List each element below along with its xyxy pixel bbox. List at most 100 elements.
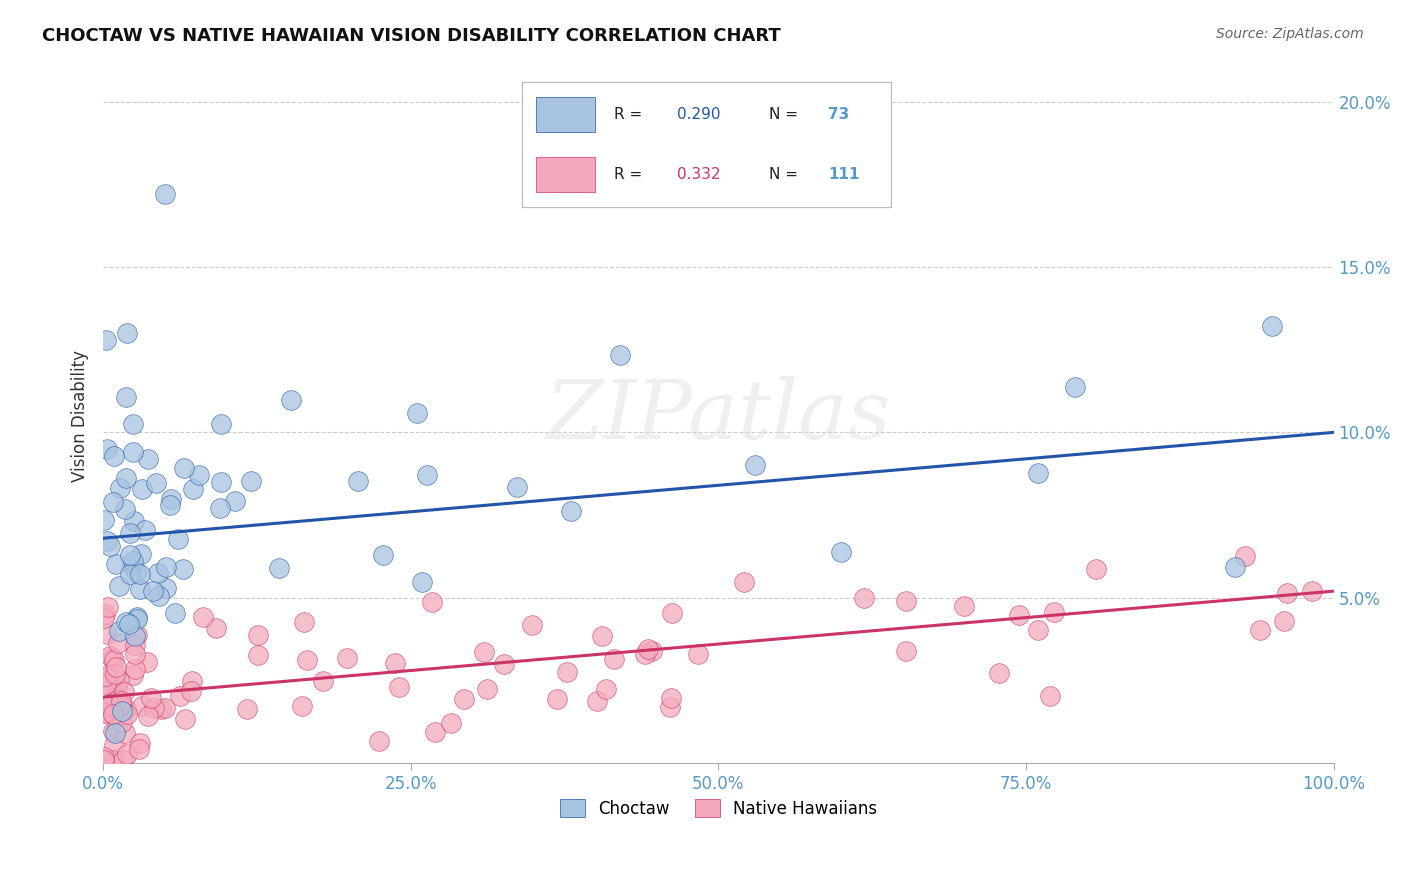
Point bbox=[1234, 549, 1257, 563]
Point bbox=[181, 673, 204, 688]
Point bbox=[138, 709, 160, 723]
Point bbox=[97, 669, 120, 683]
Point bbox=[1301, 584, 1323, 599]
Point bbox=[1026, 467, 1049, 481]
Point bbox=[405, 405, 427, 419]
Text: ZIPatlas: ZIPatlas bbox=[546, 376, 891, 456]
Point bbox=[830, 545, 852, 559]
Point bbox=[108, 481, 131, 495]
Point bbox=[1064, 380, 1087, 394]
Text: Source: ZipAtlas.com: Source: ZipAtlas.com bbox=[1216, 27, 1364, 41]
Point bbox=[111, 704, 134, 718]
Point bbox=[125, 628, 148, 642]
Point bbox=[101, 651, 124, 665]
Point bbox=[101, 724, 124, 739]
Point bbox=[155, 582, 177, 596]
Point bbox=[94, 676, 117, 690]
Point bbox=[111, 715, 134, 730]
Point bbox=[120, 566, 142, 581]
Point bbox=[153, 701, 176, 715]
Point bbox=[141, 691, 163, 706]
Point bbox=[128, 735, 150, 749]
Point bbox=[609, 348, 631, 362]
Point bbox=[96, 627, 118, 641]
Point bbox=[124, 638, 146, 652]
Point bbox=[181, 483, 204, 497]
Point bbox=[637, 641, 659, 656]
Point bbox=[127, 610, 149, 624]
Point bbox=[107, 624, 129, 639]
Point bbox=[311, 673, 333, 688]
Point bbox=[1085, 562, 1108, 576]
Point bbox=[896, 643, 918, 657]
Point bbox=[172, 561, 194, 575]
Point bbox=[155, 559, 177, 574]
Text: CHOCTAW VS NATIVE HAWAIIAN VISION DISABILITY CORRELATION CHART: CHOCTAW VS NATIVE HAWAIIAN VISION DISABI… bbox=[42, 27, 780, 45]
Point bbox=[142, 700, 165, 714]
Point bbox=[453, 691, 475, 706]
Point bbox=[440, 715, 463, 730]
Point bbox=[1249, 624, 1271, 638]
Point bbox=[129, 547, 152, 561]
Point bbox=[98, 677, 121, 691]
Point bbox=[1225, 559, 1247, 574]
Point bbox=[103, 450, 125, 464]
Point bbox=[661, 606, 683, 620]
Point bbox=[145, 476, 167, 491]
Y-axis label: Vision Disability: Vision Disability bbox=[72, 350, 89, 482]
Point bbox=[115, 615, 138, 629]
Point bbox=[148, 589, 170, 603]
Point bbox=[93, 753, 115, 767]
Point bbox=[96, 670, 118, 684]
Point bbox=[1026, 623, 1049, 637]
Point bbox=[520, 618, 543, 632]
Point bbox=[93, 706, 115, 721]
Point bbox=[292, 615, 315, 629]
Point bbox=[368, 734, 391, 748]
Point bbox=[105, 680, 128, 694]
Point bbox=[180, 683, 202, 698]
Point bbox=[112, 685, 135, 699]
Point bbox=[98, 705, 121, 719]
Point bbox=[110, 694, 132, 708]
Point bbox=[150, 701, 173, 715]
Point bbox=[128, 742, 150, 756]
Point bbox=[114, 501, 136, 516]
Point bbox=[122, 668, 145, 682]
Point bbox=[115, 326, 138, 340]
Point bbox=[169, 689, 191, 703]
Point bbox=[142, 583, 165, 598]
Point bbox=[108, 673, 131, 688]
Point bbox=[475, 682, 498, 697]
Point bbox=[105, 659, 128, 673]
Point bbox=[420, 595, 443, 609]
Point bbox=[246, 628, 269, 642]
Point bbox=[93, 611, 115, 625]
Point bbox=[115, 390, 138, 404]
Point bbox=[555, 665, 578, 680]
Point bbox=[103, 738, 125, 752]
Point bbox=[246, 648, 269, 662]
Point bbox=[105, 558, 128, 572]
Point bbox=[108, 579, 131, 593]
Point bbox=[425, 725, 447, 739]
Point bbox=[347, 474, 370, 488]
Point bbox=[103, 653, 125, 667]
Point bbox=[688, 647, 710, 661]
Point bbox=[235, 702, 257, 716]
Point bbox=[108, 699, 131, 714]
Point bbox=[595, 681, 617, 696]
Point bbox=[415, 468, 437, 483]
Point bbox=[472, 645, 495, 659]
Point bbox=[104, 726, 127, 740]
Point bbox=[1261, 319, 1284, 334]
Point bbox=[987, 665, 1010, 680]
Point bbox=[1039, 690, 1062, 704]
Point bbox=[546, 692, 568, 706]
Point bbox=[209, 475, 232, 490]
Point bbox=[96, 442, 118, 456]
Point bbox=[894, 594, 917, 608]
Point bbox=[506, 480, 529, 494]
Point bbox=[224, 494, 246, 508]
Point bbox=[111, 753, 134, 767]
